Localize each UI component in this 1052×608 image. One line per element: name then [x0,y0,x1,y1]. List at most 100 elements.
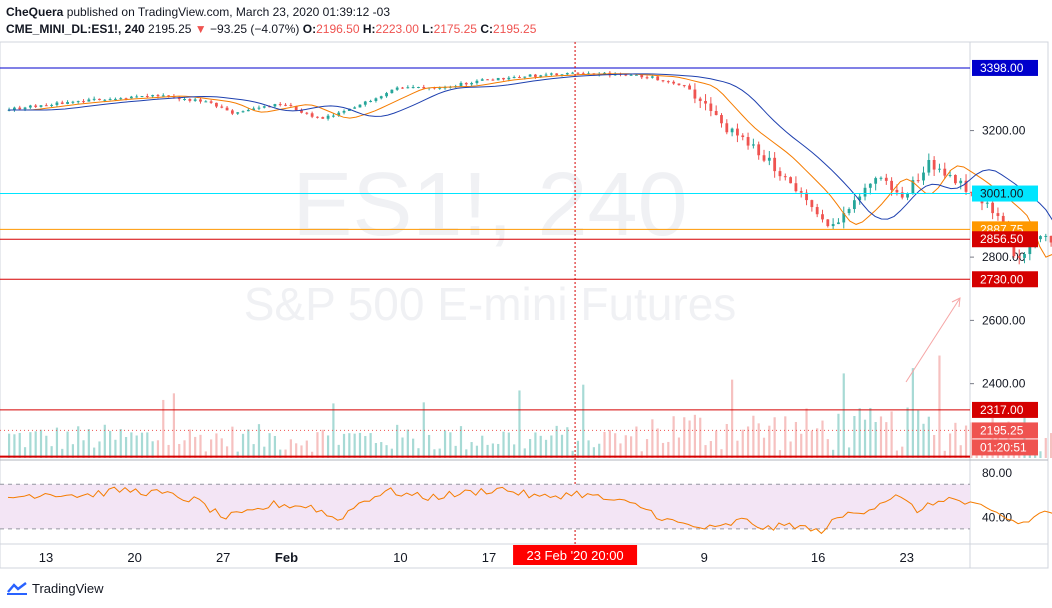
candle-body [310,113,314,117]
volume-bar [731,379,734,458]
symbol-name: CME_MINI_DL:ES1!, 240 [6,22,145,36]
candle-body [837,222,840,225]
candle-body [725,123,729,133]
volume-bar [279,449,282,458]
candle-body [826,219,830,227]
volume-bar [752,415,755,458]
volume-bar [757,423,760,458]
candle-body [161,95,165,97]
x-tick-label: 27 [216,550,230,565]
y-tick-label: 2400.00 [982,377,1026,391]
candle-body [60,102,64,104]
candle-body [650,76,654,78]
candle-body [204,101,208,103]
candle-body [682,85,686,87]
volume-bar [847,447,851,458]
level-label: 2730.00 [980,272,1024,286]
candle-body [188,99,192,101]
candle-body [794,183,798,192]
volume-bar [55,427,59,458]
x-tick-label: 13 [39,550,53,565]
last-price-label-bg [972,422,1038,439]
volume-bar [82,440,85,458]
high-value: 2223.00 [375,22,419,36]
volume-bar [263,446,266,458]
candle-body [262,106,266,108]
volume-bar [608,430,611,458]
candle-body [916,180,920,182]
candle-body [395,87,399,90]
volume-bar [667,441,670,458]
volume-bar [560,434,564,458]
level-label: 2856.50 [980,232,1024,246]
candle-body [858,196,862,201]
volume-bar [661,442,665,458]
volume-bar [406,429,409,458]
volume-bar [486,444,489,458]
candle-body [868,183,872,188]
volume-bar [284,449,287,458]
candle-body [810,200,814,208]
open-value: 2196.50 [316,22,360,36]
high-label: H: [362,22,376,36]
volume-bar [890,411,893,458]
volume-bar [746,426,750,458]
volume-bar [39,429,43,458]
volume-bar [837,413,840,458]
volume-bar [247,429,250,458]
candle-body [895,189,899,193]
volume-bar [454,445,457,458]
volume-bar [534,432,537,458]
volume-bar [172,393,176,458]
volume-bar [917,410,920,458]
volume-bar [582,384,585,458]
candle-body [470,83,474,85]
level-label-bg [972,231,1038,248]
volume-bar [358,432,362,458]
volume-bar [826,439,829,458]
candle-body [842,213,846,223]
candle-body [938,168,941,170]
candle-body [294,105,298,111]
candle-body [778,171,782,177]
ema-fast-line [8,73,1052,258]
candle-body [767,157,771,161]
volume-bar [188,429,191,458]
candle-body [39,105,43,107]
volume-bar [800,433,803,458]
volume-bar [156,440,160,458]
level-label: 3001.00 [980,187,1024,201]
publish-info: published on TradingView.com, March 23, … [66,5,391,19]
volume-bar [390,448,393,458]
volume-bar [773,417,776,458]
candle-body [927,159,931,173]
candle-body [932,159,936,170]
tradingview-logo-icon [7,581,27,595]
volume-bar [906,407,909,458]
volume-bar [295,443,298,458]
candle-body [900,192,904,198]
volume-bar [87,429,90,458]
volume-bar [768,425,771,458]
volume-bar [699,417,702,458]
candle-body [1044,235,1048,237]
candle-body [922,172,925,181]
volume-bar [635,426,638,458]
volume-bar [954,422,957,458]
candle-body [358,104,362,108]
countdown-label-bg [972,439,1038,456]
volume-bar [475,445,479,458]
volume-bar [720,449,723,458]
candle-body [709,103,713,111]
candle-body [565,73,569,75]
volume-bar [693,414,697,458]
candle-body [411,87,415,89]
candle-body [284,104,287,106]
tradingview-logo[interactable]: TradingView [6,581,104,596]
volume-bar [715,430,718,458]
volume-bar [417,448,420,458]
volume-bar [268,433,271,458]
volume-bar [194,436,197,458]
x-tick-label: 17 [482,550,496,565]
